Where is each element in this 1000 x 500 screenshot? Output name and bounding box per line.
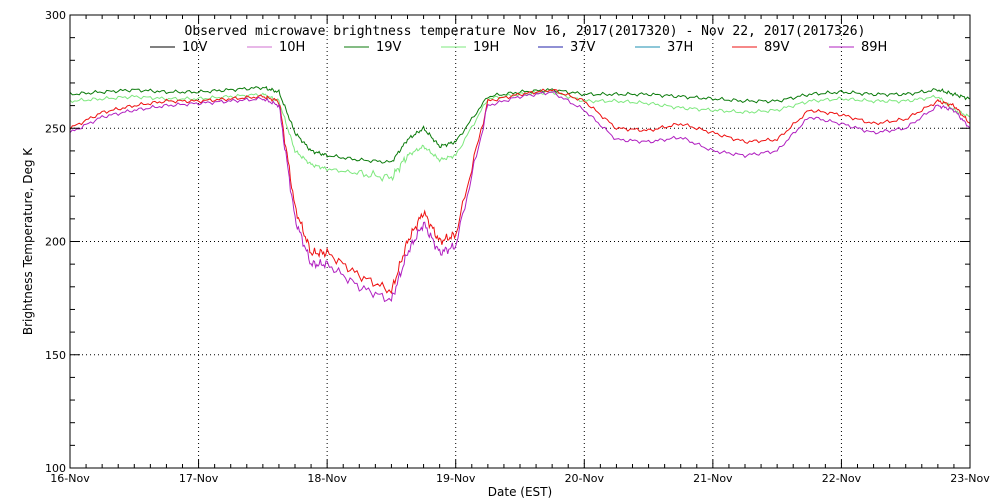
legend-label-19v: 19V (376, 40, 402, 55)
legend-label-37h: 37H (667, 40, 693, 55)
x-axis-label: Date (EST) (488, 485, 552, 499)
legend-label-10h: 10H (279, 40, 305, 55)
x-tick-label: 21-Nov (693, 472, 733, 485)
series-line-19h (69, 90, 971, 183)
y-tick-label: 100 (45, 462, 66, 475)
x-tick-label: 22-Nov (822, 472, 862, 485)
x-tick-label: 18-Nov (307, 472, 347, 485)
legend-label-37v: 37V (570, 40, 596, 55)
legend-label-89h: 89H (861, 40, 887, 55)
x-tick-label: 19-Nov (436, 472, 476, 485)
series-line-89h (69, 90, 971, 303)
series-line-19v (69, 85, 971, 164)
y-tick-label: 250 (45, 122, 66, 135)
axis-ticks: 16-Nov 17-Nov 18-Nov 19-Nov 20-Nov 21-Nov 22-N… (45, 9, 990, 485)
y-tick-label: 150 (45, 349, 66, 362)
legend-label-19h: 19H (473, 40, 499, 55)
x-tick-label: 16-Nov (50, 472, 90, 485)
series-lines (69, 85, 971, 303)
x-tick-label: 17-Nov (179, 472, 219, 485)
chart-title: Observed microwave brightness temperatur… (185, 24, 866, 39)
grid-lines (70, 15, 970, 468)
legend-label-10v: 10V (182, 40, 208, 55)
y-tick-label: 300 (45, 9, 66, 22)
x-tick-label: 20-Nov (565, 472, 605, 485)
x-tick-label: 23-Nov (950, 472, 990, 485)
y-tick-label: 200 (45, 236, 66, 249)
legend-label-89v: 89V (764, 40, 790, 55)
legend: 10V 10H 19V 19H 37V 37H 89V 89H (150, 40, 887, 55)
series-line-89v (69, 88, 971, 295)
y-axis-label: Brightness Temperature, Deg K (21, 147, 35, 335)
